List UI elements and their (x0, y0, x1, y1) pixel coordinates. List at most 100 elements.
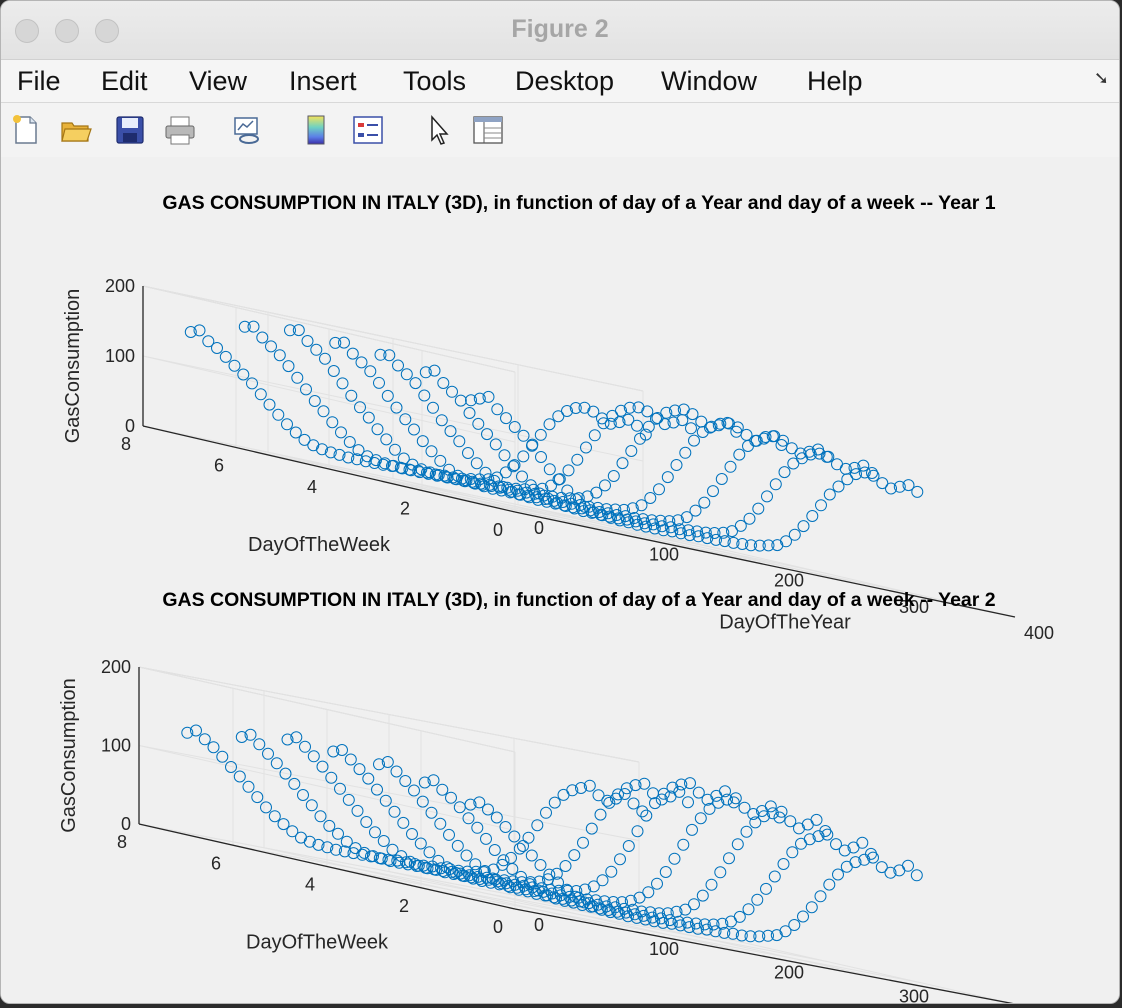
data-point (489, 438, 502, 451)
data-point (386, 843, 399, 856)
data-point (875, 861, 888, 874)
data-point (607, 470, 620, 482)
data-point (794, 447, 807, 460)
close-window-button[interactable] (15, 19, 39, 43)
menu-help[interactable]: Help (807, 66, 863, 96)
menu-edit[interactable]: Edit (101, 66, 148, 96)
data-point (480, 832, 492, 845)
data-point (647, 787, 659, 800)
dock-arrow-icon[interactable]: ➘ (1093, 68, 1109, 88)
legend-icon[interactable] (351, 113, 385, 147)
data-point (616, 457, 629, 470)
data-point (591, 501, 604, 514)
colorbar-icon[interactable] (299, 113, 333, 147)
data-point (709, 925, 722, 938)
data-point (491, 403, 504, 416)
data-point (865, 847, 877, 860)
data-point (646, 911, 659, 924)
data-point (839, 462, 852, 475)
data-point (351, 453, 363, 466)
data-point (288, 777, 301, 790)
data-point (653, 907, 665, 920)
data-point (495, 484, 508, 497)
data-point (415, 463, 428, 476)
grid-line (142, 355, 644, 462)
data-point (635, 499, 648, 512)
data-point (270, 757, 283, 770)
menu-tools[interactable]: Tools (403, 66, 467, 96)
data-point (542, 873, 554, 886)
save-icon[interactable] (113, 113, 147, 147)
z-tick-label: 100 (105, 346, 135, 366)
data-point (609, 503, 622, 516)
series-day-7 (181, 724, 649, 878)
data-point (761, 490, 773, 503)
menu-window[interactable]: Window (661, 66, 758, 96)
zoom-window-button[interactable] (95, 19, 119, 43)
data-point (777, 858, 790, 870)
data-point (256, 331, 269, 344)
data-point (724, 460, 737, 473)
print-icon[interactable] (163, 113, 197, 147)
data-point (740, 825, 753, 838)
data-point (397, 816, 410, 829)
figure-svg: 0100200300400024680100200DayOfTheYearDay… (58, 192, 1054, 1003)
data-point (473, 473, 486, 486)
data-point (273, 349, 286, 362)
data-point (744, 930, 757, 943)
data-point (500, 877, 513, 890)
data-point (377, 458, 390, 471)
menu-insert[interactable]: Insert (289, 66, 357, 96)
menu-file[interactable]: File (17, 66, 61, 96)
data-point (654, 514, 667, 527)
data-point (492, 480, 505, 493)
data-point (260, 801, 272, 814)
data-point (730, 425, 743, 438)
data-point (574, 499, 587, 511)
data-point (752, 502, 765, 515)
minimize-window-button[interactable] (55, 19, 79, 43)
data-point (698, 496, 711, 509)
data-point (616, 896, 628, 909)
data-point (490, 811, 503, 824)
data-point (352, 444, 365, 457)
y-tick-label: 0 (493, 917, 503, 937)
data-point (378, 457, 391, 470)
link-plot-icon[interactable] (231, 113, 265, 147)
data-point (571, 453, 584, 466)
data-point (427, 401, 439, 414)
data-point (778, 466, 791, 479)
data-point (446, 385, 458, 398)
property-inspector-icon[interactable] (471, 113, 505, 147)
series-day-2 (418, 774, 877, 931)
data-point (681, 916, 694, 929)
data-point (537, 489, 550, 502)
data-point (636, 805, 649, 818)
data-point (561, 884, 574, 897)
data-point (428, 863, 441, 876)
data-point (198, 733, 211, 746)
data-point (806, 510, 819, 522)
data-point (673, 785, 686, 798)
data-point (570, 885, 583, 897)
data-point (421, 466, 433, 479)
new-figure-icon[interactable] (9, 113, 43, 147)
data-point (262, 747, 274, 760)
data-point (803, 445, 816, 458)
data-point (235, 731, 248, 743)
y-tick-label: 6 (214, 456, 224, 476)
data-point (663, 914, 676, 927)
data-point (347, 847, 360, 860)
grid-line (142, 285, 644, 392)
data-point (242, 780, 255, 793)
pointer-icon[interactable] (423, 113, 457, 147)
open-file-icon[interactable] (59, 113, 93, 147)
data-point (307, 750, 320, 763)
data-point (508, 421, 521, 433)
data-point (244, 728, 257, 741)
menu-view[interactable]: View (189, 66, 248, 96)
data-point (635, 905, 648, 918)
data-point (329, 336, 342, 349)
menu-desktop[interactable]: Desktop (515, 66, 615, 96)
data-point (749, 434, 762, 447)
